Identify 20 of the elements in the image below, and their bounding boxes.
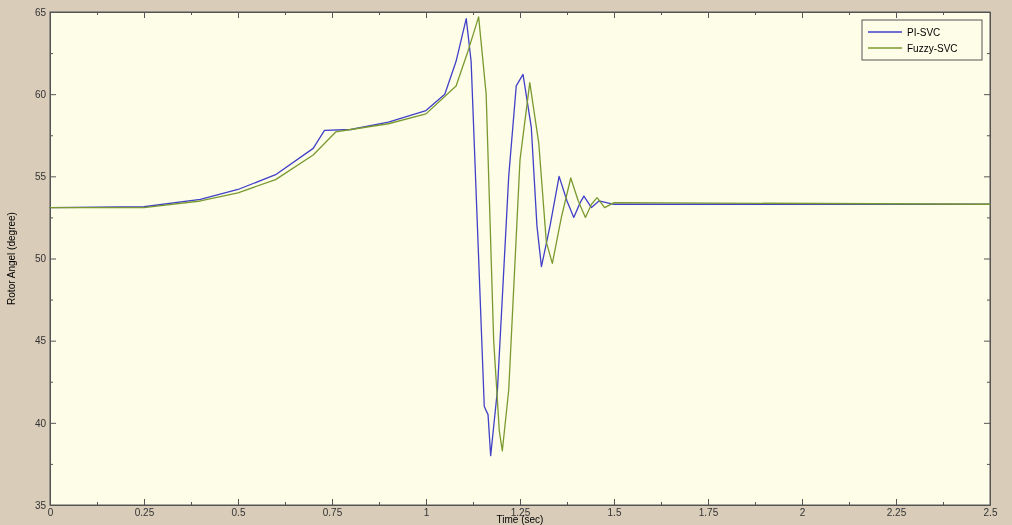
x-tick-label: 0.75 xyxy=(322,507,343,519)
y-tick-label: 35 xyxy=(34,499,47,511)
x-tick-label: 2.25 xyxy=(886,507,907,519)
y-tick-label: 40 xyxy=(34,417,47,429)
y-tick-label: 50 xyxy=(34,253,47,265)
legend-label: PI-SVC xyxy=(907,27,941,38)
x-tick-label: 1.75 xyxy=(698,507,719,519)
x-tick-label: 1.5 xyxy=(607,507,622,519)
x-tick-label: 0.5 xyxy=(231,507,246,519)
x-tick-label: 2.5 xyxy=(983,507,998,519)
x-tick-label: 2 xyxy=(799,507,806,519)
x-tick-label: 1 xyxy=(423,507,430,519)
y-tick-label: 60 xyxy=(34,88,47,100)
y-tick-label: 65 xyxy=(34,6,47,18)
y-tick-label: 55 xyxy=(34,171,47,183)
y-tick-label: 45 xyxy=(34,335,47,347)
x-tick-label: 0.25 xyxy=(134,507,155,519)
x-tick-label: 0 xyxy=(47,507,54,519)
legend-label: Fuzzy-SVC xyxy=(907,43,958,54)
y-axis-title: Rotor Angel (degree) xyxy=(6,212,17,305)
